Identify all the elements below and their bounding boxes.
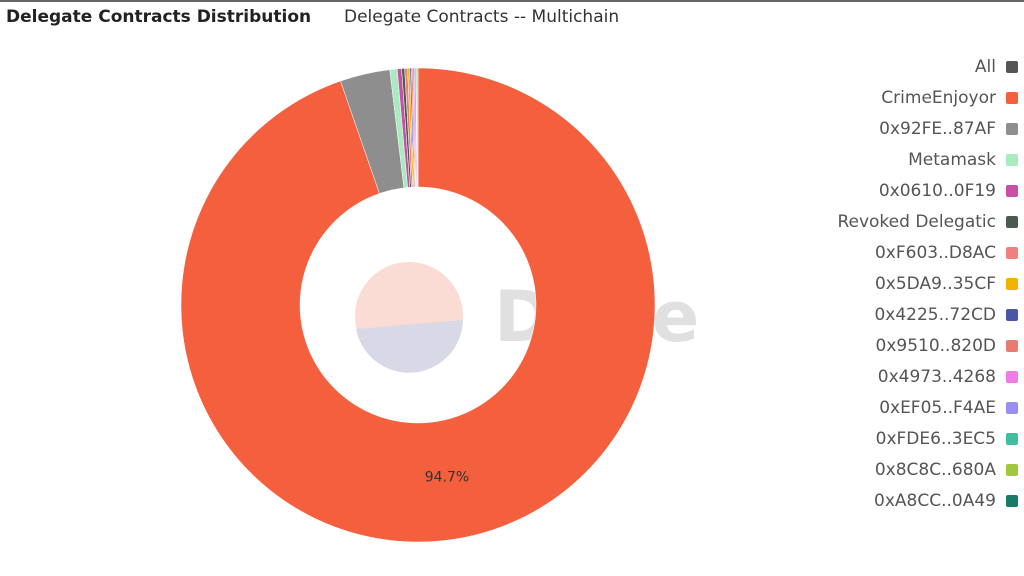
legend-item-swatch[interactable] [1006, 340, 1018, 352]
legend-item-swatch[interactable] [1006, 278, 1018, 290]
slices: 94.7% [180, 67, 656, 543]
legend-item-swatch[interactable] [1006, 495, 1018, 507]
legend-toggle-swatch[interactable] [1006, 61, 1018, 73]
legend-item-label[interactable]: 0xF603..D8AC [875, 243, 996, 263]
chart-title: Delegate Contracts Distribution [6, 7, 311, 27]
legend-item-swatch[interactable] [1006, 154, 1018, 166]
legend-item-label[interactable]: CrimeEnjoyor [881, 88, 996, 108]
legend-item-label[interactable]: 0x8C8C..680A [875, 460, 997, 480]
legend-item-label[interactable]: Metamask [908, 150, 996, 170]
legend: All CrimeEnjoyor 0x92FE..87AF Metamask 0x061… [837, 57, 1018, 511]
legend-item-swatch[interactable] [1006, 185, 1018, 197]
slice [180, 67, 656, 543]
watermark-logo-part [356, 320, 463, 373]
legend-item-label[interactable]: 0x92FE..87AF [879, 119, 996, 139]
legend-item-label[interactable]: 0xFDE6..3EC5 [876, 429, 996, 449]
legend-item-swatch[interactable] [1006, 371, 1018, 383]
legend-item-label[interactable]: 0x4225..72CD [874, 305, 996, 325]
legend-item-swatch[interactable] [1006, 92, 1018, 104]
legend-item-swatch[interactable] [1006, 309, 1018, 321]
legend-item-swatch[interactable] [1006, 402, 1018, 414]
legend-item-swatch[interactable] [1006, 247, 1018, 259]
legend-item-label[interactable]: 0x0610..0F19 [879, 181, 996, 201]
legend-item-swatch[interactable] [1006, 123, 1018, 135]
slice [417, 67, 419, 188]
legend-item-label[interactable]: 0x5DA9..35CF [875, 274, 996, 294]
slice-label: 94.7% [425, 470, 469, 486]
legend-item-swatch[interactable] [1006, 464, 1018, 476]
legend-item-label[interactable]: 0x4973..4268 [878, 367, 996, 387]
legend-item-label[interactable]: 0x9510..820D [876, 336, 997, 356]
legend-item-label[interactable]: Revoked Delegatic [837, 212, 996, 232]
legend-item-swatch[interactable] [1006, 216, 1018, 228]
legend-item-swatch[interactable] [1006, 433, 1018, 445]
legend-item-label[interactable]: 0xA8CC..0A49 [874, 491, 996, 511]
legend-toggle-label[interactable]: All [975, 57, 996, 77]
legend-item-label[interactable]: 0xEF05..F4AE [879, 398, 996, 418]
chart-subtitle: Delegate Contracts -- Multichain [344, 7, 619, 27]
